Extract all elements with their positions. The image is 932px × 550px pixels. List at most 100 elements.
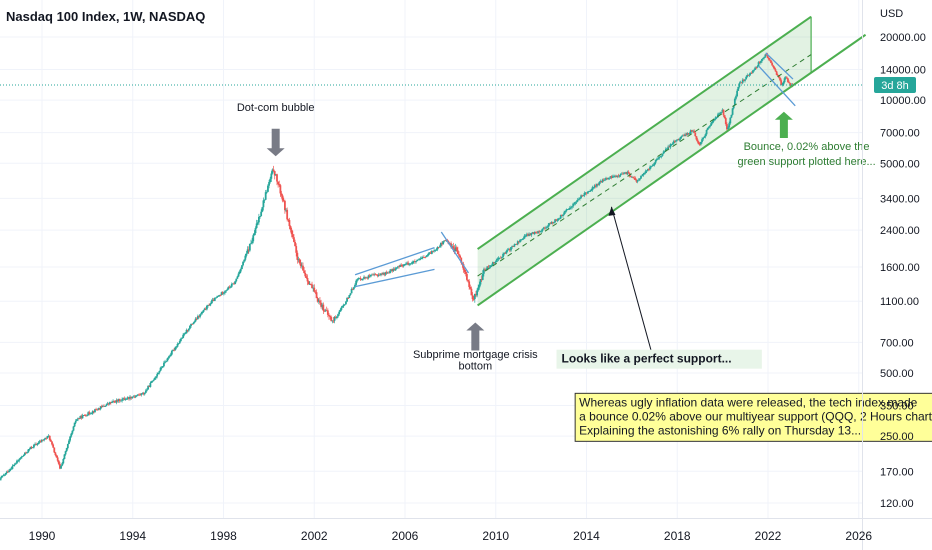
candle-body[interactable] [259,216,261,217]
candle-body[interactable] [45,437,48,439]
candle-body[interactable] [478,284,481,288]
candle-body[interactable] [703,136,706,138]
candle-body[interactable] [591,187,594,191]
candle-body[interactable] [633,177,636,179]
candle-body[interactable] [544,227,546,229]
candle-body[interactable] [530,233,533,236]
consolidation-upper-line[interactable] [354,247,435,276]
candle-body[interactable] [193,321,196,323]
candle-body[interactable] [381,273,384,275]
candle-body[interactable] [601,179,604,183]
candle-body[interactable] [196,316,199,320]
candle-body[interactable] [115,400,118,403]
candle-body[interactable] [384,272,387,275]
candle-body[interactable] [637,179,640,181]
candle-body[interactable] [715,117,718,119]
candle-body[interactable] [507,249,510,250]
candle-body[interactable] [579,197,581,199]
candle-body[interactable] [714,117,717,119]
candle-body[interactable] [19,458,22,460]
candle-body[interactable] [82,415,85,416]
candle-body[interactable] [592,187,595,188]
candle-body[interactable] [208,304,211,306]
candle-body[interactable] [711,121,714,124]
candle-body[interactable] [588,191,590,192]
candle-body[interactable] [761,58,763,62]
candle-body[interactable] [251,241,254,244]
candle-body[interactable] [158,370,161,373]
candle-body[interactable] [599,180,602,183]
candle-body[interactable] [164,361,166,363]
candle-body[interactable] [277,181,280,185]
candle-body[interactable] [675,140,677,142]
candle-body[interactable] [607,178,610,180]
candle-body[interactable] [116,400,119,402]
candle-body[interactable] [244,255,247,260]
candle-body[interactable] [131,396,134,399]
candle-body[interactable] [198,316,200,317]
candle-body[interactable] [326,310,329,315]
candle-body[interactable] [313,287,316,292]
candle-body[interactable] [529,233,532,236]
candle-body[interactable] [680,136,683,138]
candle-body[interactable] [44,437,47,440]
candle-body[interactable] [657,158,659,160]
candle-body[interactable] [0,477,3,479]
candle-body[interactable] [89,413,92,415]
candle-body[interactable] [676,139,679,141]
candle-body[interactable] [248,243,251,251]
candle-body[interactable] [257,216,260,223]
candle-body[interactable] [49,439,52,442]
candle-body[interactable] [516,241,519,245]
candle-body[interactable] [475,293,477,296]
candle-body[interactable] [339,309,342,312]
candle-body[interactable] [305,276,308,278]
candle-body[interactable] [704,134,707,137]
candle-body[interactable] [125,398,128,400]
candle-body[interactable] [105,404,108,407]
candle-body[interactable] [522,238,525,240]
candle-body[interactable] [202,310,205,313]
candle-body[interactable] [132,396,135,398]
candle-body[interactable] [294,241,296,247]
candle-body[interactable] [709,125,711,127]
candle-body[interactable] [554,219,556,223]
candle-body[interactable] [741,79,744,83]
candle-body[interactable] [144,390,147,393]
candle-body[interactable] [618,175,621,177]
candle-body[interactable] [499,257,502,259]
candle-body[interactable] [542,227,545,229]
candle-body[interactable] [556,219,559,221]
candle-body[interactable] [527,234,529,236]
candle-body[interactable] [609,176,612,178]
candle-body[interactable] [488,266,491,268]
candle-body[interactable] [135,395,138,397]
candle-body[interactable] [315,292,318,299]
candle-body[interactable] [302,265,304,271]
candle-body[interactable] [60,465,62,469]
candle-body[interactable] [503,253,506,254]
candle-body[interactable] [780,80,783,85]
candle-body[interactable] [236,276,239,279]
recent-downtrend-upper[interactable] [765,52,794,80]
candle-body[interactable] [466,274,468,280]
candle-body[interactable] [435,249,438,251]
candle-body[interactable] [87,412,90,416]
candle-body[interactable] [440,242,442,247]
candle-body[interactable] [328,314,330,317]
candle-body[interactable] [185,329,188,334]
candle-body[interactable] [772,65,775,68]
candle-body[interactable] [523,235,526,239]
candle-body[interactable] [357,278,360,280]
candle-body[interactable] [4,472,7,475]
candle-body[interactable] [442,241,445,245]
candle-body[interactable] [695,136,698,140]
candle-body[interactable] [282,200,285,202]
candle-body[interactable] [380,273,382,276]
candle-body[interactable] [464,271,467,275]
candle-body[interactable] [263,199,266,201]
consolidation-lower-line[interactable] [354,268,435,288]
candle-body[interactable] [706,127,709,131]
candle-body[interactable] [16,460,18,464]
